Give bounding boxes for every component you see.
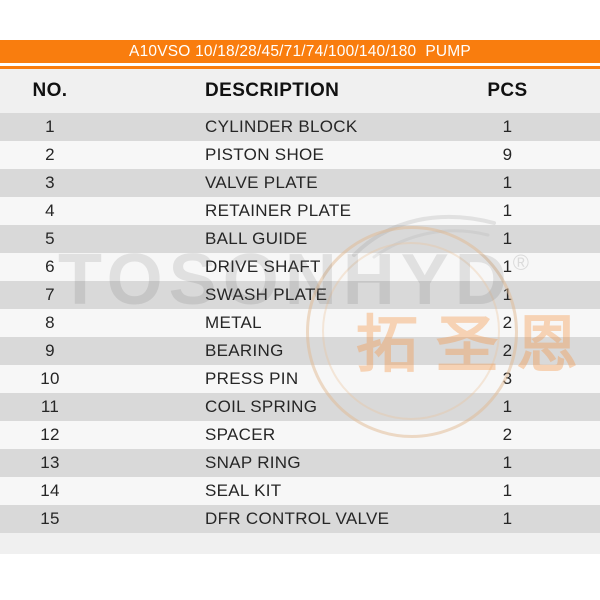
cell-pcs: 1: [502, 397, 513, 416]
table-row: 4 RETAINER PLATE 1: [0, 197, 600, 225]
cell-description: METAL: [205, 313, 262, 332]
cell-description: PISTON SHOE: [205, 145, 325, 164]
cell-description: DRIVE SHAFT: [205, 257, 321, 276]
cell-description: COIL SPRING: [205, 397, 318, 416]
table-row: 3 VALVE PLATE 1: [0, 169, 600, 197]
cell-description: RETAINER PLATE: [205, 201, 352, 220]
cell-pcs: 1: [502, 201, 513, 220]
cell-no: 15: [40, 509, 60, 528]
table-row: 10 PRESS PIN 3: [0, 365, 600, 393]
cell-no: 7: [45, 285, 55, 304]
cell-no: 9: [45, 341, 55, 360]
cell-pcs: 1: [502, 285, 513, 304]
parts-list-page: A10VSO 10/18/28/45/71/74/100/140/180 PUM…: [0, 40, 600, 554]
cell-no: 3: [45, 173, 55, 192]
cell-no: 13: [40, 453, 60, 472]
cell-pcs: 1: [502, 117, 513, 136]
column-header-no: NO.: [32, 80, 68, 101]
table-header-row: NO. DESCRIPTION PCS: [0, 69, 600, 113]
cell-no: 14: [40, 481, 60, 500]
cell-description: SEAL KIT: [205, 481, 282, 500]
cell-description: SPACER: [205, 425, 276, 444]
cell-description: PRESS PIN: [205, 369, 299, 388]
title-bar: A10VSO 10/18/28/45/71/74/100/140/180 PUM…: [0, 40, 600, 63]
page-title: A10VSO 10/18/28/45/71/74/100/140/180 PUM…: [129, 42, 471, 60]
cell-description: BALL GUIDE: [205, 229, 308, 248]
cell-pcs: 1: [502, 257, 513, 276]
cell-description: BEARING: [205, 341, 284, 360]
column-header-description: DESCRIPTION: [205, 80, 340, 101]
cell-pcs: 1: [502, 173, 513, 192]
table-row: 1 CYLINDER BLOCK 1: [0, 113, 600, 141]
cell-pcs: 1: [502, 481, 513, 500]
cell-no: 5: [45, 229, 55, 248]
title-divider-orange: [0, 66, 600, 69]
table-row: 15 DFR CONTROL VALVE 1: [0, 505, 600, 533]
column-header-pcs: PCS: [487, 80, 528, 101]
table-row: 7 SWASH PLATE 1: [0, 281, 600, 309]
cell-description: CYLINDER BLOCK: [205, 117, 358, 136]
cell-pcs: 2: [502, 341, 513, 360]
table-row: 6 DRIVE SHAFT 1: [0, 253, 600, 281]
cell-no: 6: [45, 257, 55, 276]
cell-pcs: 1: [502, 453, 513, 472]
cell-no: 1: [45, 117, 55, 136]
cell-pcs: 3: [502, 369, 513, 388]
table-row: 11 COIL SPRING 1: [0, 393, 600, 421]
cell-description: SWASH PLATE: [205, 285, 328, 304]
cell-no: 10: [40, 369, 60, 388]
title-divider-white: [0, 63, 600, 66]
cell-no: 8: [45, 313, 55, 332]
table-row: 13 SNAP RING 1: [0, 449, 600, 477]
cell-description: SNAP RING: [205, 453, 301, 472]
table-row: 2 PISTON SHOE 9: [0, 141, 600, 169]
cell-description: DFR CONTROL VALVE: [205, 509, 390, 528]
table-row: 12 SPACER 2: [0, 421, 600, 449]
cell-pcs: 1: [502, 229, 513, 248]
cell-no: 2: [45, 145, 55, 164]
cell-description: VALVE PLATE: [205, 173, 318, 192]
cell-no: 12: [40, 425, 60, 444]
table-row: 8 METAL 2: [0, 309, 600, 337]
cell-pcs: 2: [502, 313, 513, 332]
table-row: 5 BALL GUIDE 1: [0, 225, 600, 253]
table-row: 14 SEAL KIT 1: [0, 477, 600, 505]
parts-table: TOSONHYD® 拓圣恩 NO. DESCRIPTION PCS 1 CYLI…: [0, 69, 600, 554]
table-body: 1 CYLINDER BLOCK 1 2 PISTON SHOE 9 3 VAL…: [0, 113, 600, 533]
cell-pcs: 2: [502, 425, 513, 444]
cell-pcs: 1: [502, 509, 513, 528]
cell-no: 4: [45, 201, 55, 220]
cell-pcs: 9: [502, 145, 513, 164]
cell-no: 11: [40, 397, 60, 416]
table-row: 9 BEARING 2: [0, 337, 600, 365]
